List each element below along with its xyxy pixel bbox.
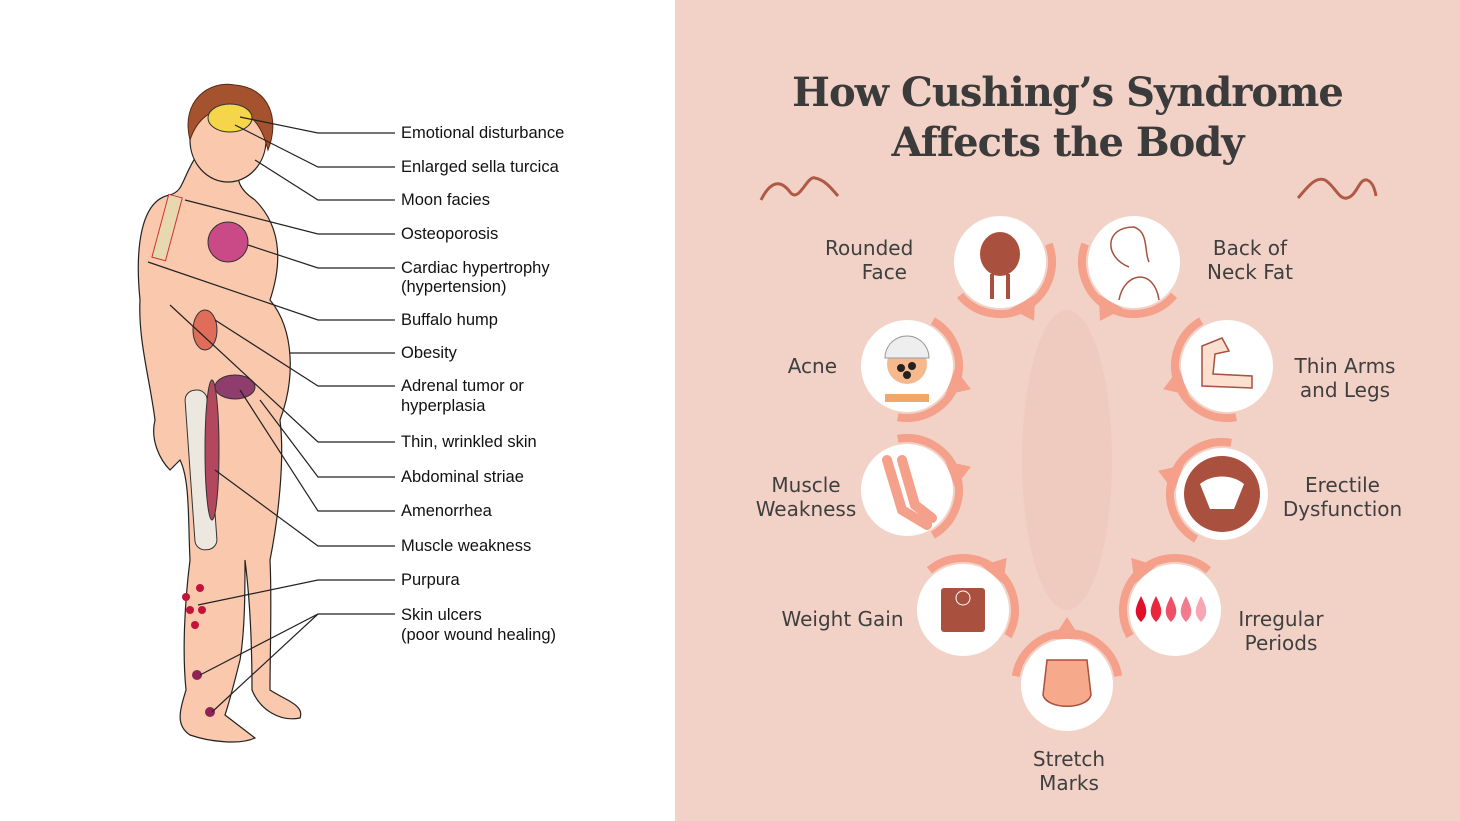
anatomy-diagram-panel: Emotional disturbance Enlarged sella tur… (0, 0, 675, 821)
pelvis-icon (1184, 456, 1260, 532)
label-hyperplasia: hyperplasia (401, 397, 486, 415)
label-amenorrhea: Amenorrhea (401, 502, 492, 520)
symptom-label-stretch-marks: Stretch Marks (1032, 747, 1106, 795)
body-outline (137, 149, 302, 743)
symptom-label-weight-gain: Weight Gain (781, 607, 904, 631)
label-osteoporosis: Osteoporosis (401, 225, 499, 243)
label-enlarged-sella-turcica: Enlarged sella turcica (401, 158, 559, 176)
pointer-tip (1131, 557, 1157, 584)
symptom-circles (759, 176, 1378, 731)
pointer-tip (1052, 617, 1082, 640)
symptom-label-irregular-periods: Irregular Periods (1238, 607, 1324, 655)
label-abdominal-striae: Abdominal striae (401, 468, 524, 486)
label-hypertension: (hypertension) (401, 278, 507, 296)
acne-face-icon (884, 335, 930, 402)
uterus-icon (214, 374, 256, 400)
brain-icon (207, 103, 253, 133)
leader-lines (147, 116, 395, 713)
label-adrenal-tumor: Adrenal tumor or (401, 377, 524, 395)
symptom-circle-0 (954, 216, 1056, 321)
purpura-spots (182, 584, 206, 629)
icon-circle (1181, 320, 1273, 412)
round-face-icon (980, 232, 1020, 299)
label-thin-wrinkled-skin: Thin, wrinkled skin (401, 433, 537, 451)
label-moon-facies: Moon facies (401, 191, 490, 209)
symptom-circle-3 (1163, 317, 1273, 422)
pointer-tip (1010, 294, 1036, 321)
blood-drops-icon (1135, 596, 1207, 622)
pointer-tip (1158, 464, 1184, 492)
heart-icon (207, 221, 249, 263)
symptom-circle-2 (861, 317, 971, 422)
infographic-panel: How Cushing’s Syndrome Affects the Body … (675, 0, 1460, 821)
neck-profile-icon (1110, 226, 1160, 301)
hips-icon (1042, 659, 1092, 707)
symptom-circle-5 (1158, 438, 1268, 543)
icon-circle (1088, 216, 1180, 308)
pointer-tip (945, 460, 971, 488)
legs-icon (882, 455, 937, 530)
symptom-label-rounded-face: Rounded Face (825, 236, 914, 284)
ulcer-spot (205, 707, 215, 717)
spine-icon (151, 193, 183, 262)
muscle-icon (204, 379, 220, 521)
label-obesity: Obesity (401, 344, 457, 362)
pointer-tip (945, 368, 971, 396)
symptom-label-acne: Acne (787, 354, 837, 378)
wave-right-icon (1296, 177, 1378, 200)
pointer-tip (1163, 368, 1189, 396)
symptom-label-erectile-dysfunction: Erectile Dysfunction (1282, 473, 1403, 521)
symptom-circle-7 (1119, 554, 1221, 656)
pointer-tip (1098, 294, 1124, 321)
symptom-label-muscle-weakness: Muscle Weakness (755, 473, 857, 521)
title-line-2: Affects the Body (891, 119, 1244, 166)
symptom-circle-8 (1011, 617, 1123, 731)
symptom-circle-4 (861, 434, 971, 539)
pointer-tip (981, 557, 1007, 584)
scale-icon (941, 588, 985, 632)
arm-muscle-icon (1201, 337, 1253, 389)
ulcer-spot (192, 670, 202, 680)
symptom-circle-6 (917, 554, 1019, 656)
symptom-label-neck-fat: Back of Neck Fat (1207, 236, 1293, 284)
symptom-circle-1 (1078, 216, 1180, 321)
label-buffalo-hump: Buffalo hump (401, 311, 498, 329)
label-muscle-weakness: Muscle weakness (401, 537, 532, 555)
faded-body-silhouette (1022, 310, 1112, 610)
symptom-label-thin-arms: Thin Arms and Legs (1294, 354, 1396, 402)
label-poor-wound-healing: (poor wound healing) (401, 626, 557, 644)
label-cardiac-hypertrophy: Cardiac hypertrophy (401, 259, 550, 277)
infographic-title: How Cushing’s Syndrome Affects the Body (675, 68, 1460, 168)
body-figure (137, 83, 395, 743)
wave-left-icon (759, 176, 840, 201)
kidney-icon (192, 309, 218, 351)
title-line-1: How Cushing’s Syndrome (792, 69, 1344, 116)
label-emotional-disturbance: Emotional disturbance (401, 124, 565, 142)
label-purpura: Purpura (401, 571, 460, 589)
label-skin-ulcers: Skin ulcers (401, 606, 482, 624)
